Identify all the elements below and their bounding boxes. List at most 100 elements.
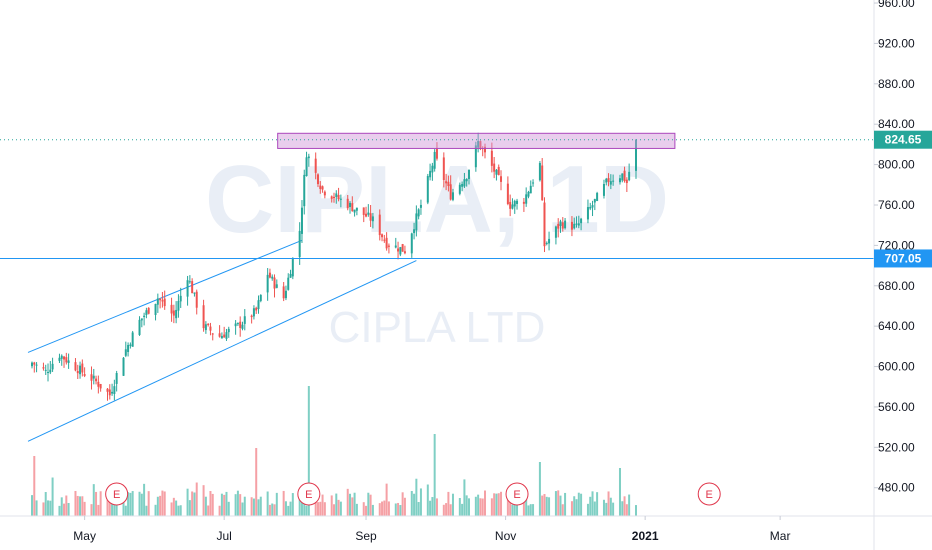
candle-body [179, 295, 182, 302]
volume-bar [623, 496, 626, 516]
volume-bar [106, 492, 109, 516]
candle-body [255, 307, 258, 311]
candle-body [76, 371, 79, 374]
volume-bar [426, 484, 429, 516]
volume-bar [435, 498, 438, 516]
candle-body [35, 364, 38, 366]
candle-body [186, 280, 189, 297]
volume-bar [284, 501, 287, 516]
time-tick-label: Sep [355, 529, 377, 543]
volume-bar [124, 505, 127, 516]
candle-body [291, 258, 294, 277]
candle-body [220, 335, 223, 339]
volume-bar [204, 496, 207, 516]
volume-bar [161, 490, 164, 516]
volume-bar [385, 483, 388, 516]
earnings-marker[interactable]: E [697, 482, 721, 506]
candle-body [284, 290, 287, 299]
volume-bar [538, 462, 541, 516]
volume-bar [250, 497, 253, 516]
time-axis[interactable]: May Jul Sep Nov 2021 Mar [73, 516, 790, 543]
candle-body [351, 203, 354, 212]
price-tick-label: 680.00 [878, 279, 915, 293]
candle-body [605, 178, 608, 183]
candle-body [287, 277, 290, 290]
volume-bar [477, 494, 480, 516]
volume-bar [442, 504, 445, 516]
volume-bar [239, 494, 242, 516]
volume-bar [355, 503, 358, 516]
volume-bar [586, 503, 589, 516]
volume-bar [415, 478, 418, 516]
resistance-zone[interactable] [277, 132, 676, 149]
volume-bar [51, 477, 54, 516]
volume-bar [193, 492, 196, 516]
volume-bar [298, 490, 301, 516]
volume-bar [351, 497, 354, 516]
volume-bar [481, 498, 484, 516]
candle-body [532, 182, 535, 184]
price-tick-label: 600.00 [878, 360, 915, 374]
volume-bar [403, 497, 406, 516]
volume-bar [541, 495, 544, 516]
volume-bar [417, 502, 420, 516]
candle-body [271, 276, 274, 279]
time-tick-label: Jul [217, 529, 232, 543]
channel-lower-line[interactable] [27, 260, 417, 442]
volume-bar [323, 502, 326, 516]
volume-bar [243, 496, 246, 516]
volume-bar [44, 492, 47, 516]
candle-body [282, 286, 285, 299]
earnings-marker[interactable]: E [505, 482, 529, 506]
candle-body [339, 198, 342, 200]
candle-body [538, 163, 541, 181]
candle-body [143, 315, 146, 317]
earnings-marker[interactable]: E [105, 482, 129, 506]
volume-bar [138, 491, 141, 516]
volume-bar [451, 493, 454, 516]
candle-body [74, 362, 77, 371]
candle-body [479, 141, 482, 149]
candle-body [365, 213, 368, 217]
volume-bar [47, 500, 50, 516]
volume-bar [140, 493, 143, 516]
volume-bar [115, 496, 118, 516]
volume-bar [575, 499, 578, 516]
candle-body [138, 319, 141, 335]
volume-bar [289, 501, 292, 516]
candle-body [593, 199, 596, 203]
volume-bar [431, 497, 434, 516]
candle-body [115, 373, 118, 384]
volume-bar [282, 490, 285, 516]
price-axis[interactable]: 480.00 520.00 560.00 600.00 640.00 680.00 720.… [874, 0, 915, 495]
candle-body [353, 209, 356, 213]
price-tick-label: 880.00 [878, 77, 915, 91]
volume-bar [525, 493, 528, 516]
volume-bar [209, 491, 212, 516]
candle-body [431, 165, 434, 173]
candle-body [463, 179, 466, 187]
candle-body [163, 298, 166, 307]
volume-bar [573, 496, 576, 516]
candle-body [445, 181, 448, 184]
volume-bar [143, 483, 146, 516]
volume-bar [266, 491, 269, 516]
watermark: CIPLA, 1D CIPLA LTD [205, 146, 669, 352]
candle-body [225, 332, 228, 339]
volume-bar [321, 494, 324, 516]
candle-body [586, 207, 589, 220]
candle-body [554, 226, 557, 238]
earnings-marker[interactable]: E [297, 482, 321, 506]
volume-bar [42, 502, 45, 516]
volume-bar [108, 493, 111, 516]
candle-body [236, 323, 239, 325]
volume-bar [500, 491, 503, 516]
candle-body [465, 179, 468, 182]
volume-bar [234, 494, 237, 516]
candle-body [346, 198, 349, 209]
candle-body [170, 304, 173, 314]
volume-bar [273, 504, 276, 516]
candle-body [129, 344, 132, 346]
